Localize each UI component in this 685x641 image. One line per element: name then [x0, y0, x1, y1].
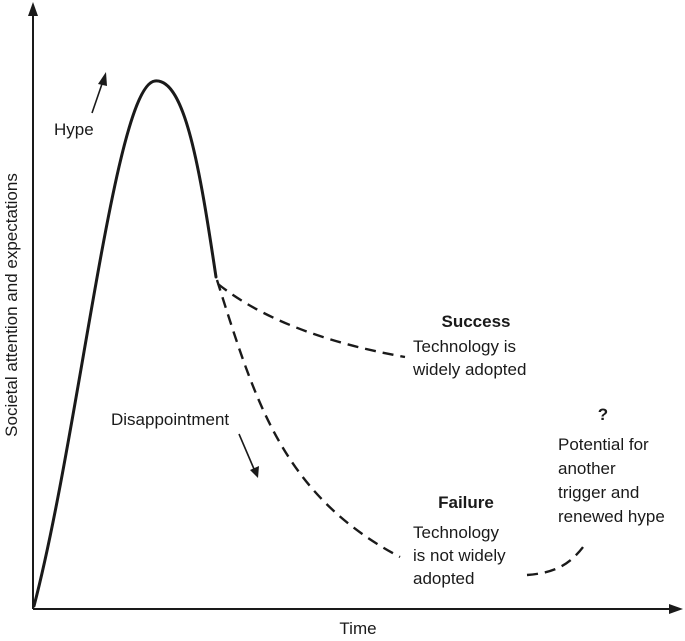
success-title: Success: [442, 312, 511, 331]
disappointment-arrow-line: [238, 433, 255, 470]
y-axis-arrowhead: [28, 2, 38, 16]
renewed-desc-line4: renewed hype: [558, 507, 665, 526]
x-axis-label: Time: [339, 619, 376, 638]
renewed-desc-line3: trigger and: [558, 483, 639, 502]
x-axis-arrowhead: [669, 604, 683, 614]
failure-desc-line2: is not widely: [413, 546, 506, 565]
success-desc-line2: widely adopted: [412, 360, 526, 379]
renewed-hype-branch: [526, 542, 587, 577]
hype-arrow-line: [91, 80, 104, 114]
hype-arrow-icon: [98, 72, 107, 86]
disappointment-arrow-icon: [250, 466, 259, 478]
hype-curve: [32, 79, 218, 608]
renewed-desc-line2: another: [558, 459, 616, 478]
failure-branch: [215, 279, 401, 559]
failure-title: Failure: [438, 493, 494, 512]
renewed-desc-line1: Potential for: [558, 435, 649, 454]
question-mark: ?: [598, 405, 608, 424]
failure-desc-line3: adopted: [413, 569, 474, 588]
success-desc-line1: Technology is: [413, 337, 516, 356]
disappointment-label: Disappointment: [111, 410, 229, 429]
y-axis-label: Societal attention and expectations: [2, 173, 21, 437]
failure-desc-line1: Technology: [413, 523, 500, 542]
hype-label: Hype: [54, 120, 94, 139]
success-branch: [217, 283, 406, 359]
